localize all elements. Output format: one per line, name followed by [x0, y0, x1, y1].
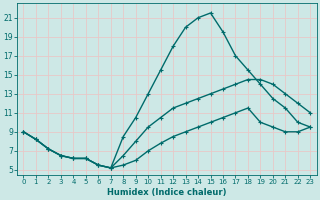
- X-axis label: Humidex (Indice chaleur): Humidex (Indice chaleur): [107, 188, 227, 197]
